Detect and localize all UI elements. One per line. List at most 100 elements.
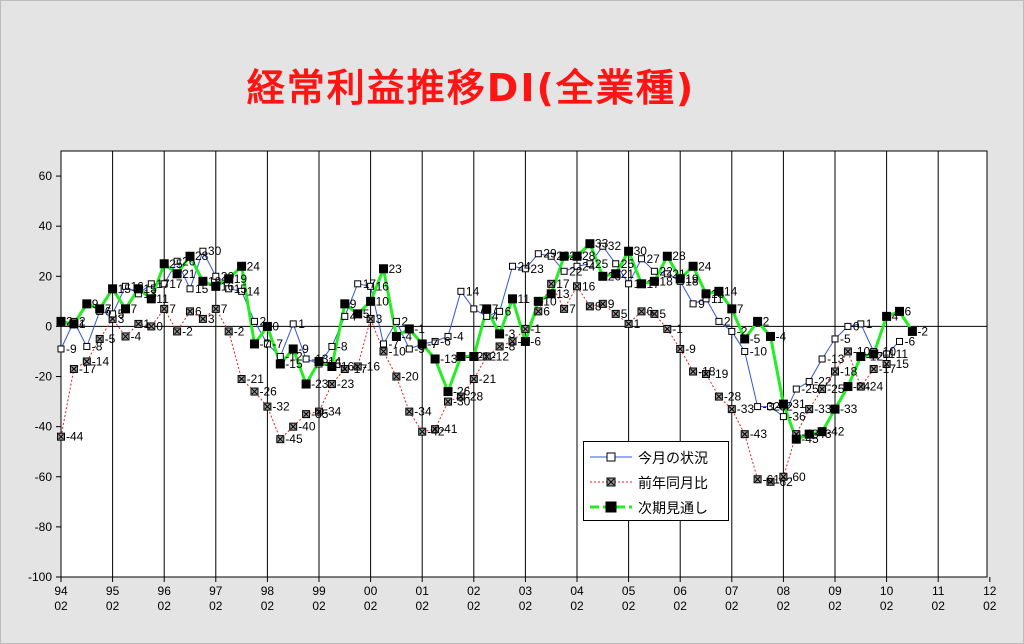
point-yoy [766,477,775,486]
point-outlook [353,309,363,319]
data-label-yoy: 6 [195,304,202,318]
point-yoy [302,410,311,419]
point-current [560,267,568,275]
point-outlook [82,299,92,309]
data-label-yoy: 9 [608,297,615,311]
data-label-outlook: -45 [801,432,819,446]
point-yoy [431,425,440,434]
data-label-current: -4 [453,329,464,343]
point-yoy [663,324,672,333]
data-label-yoy: -10 [853,344,871,358]
data-label-yoy: 3 [376,312,383,326]
data-label-outlook: -5 [750,332,761,346]
point-current [444,332,452,340]
data-label-outlook: 25 [169,257,183,271]
data-label-yoy: 0 [156,319,163,333]
data-label-current: 17 [156,277,170,291]
point-outlook [275,359,285,369]
data-label-yoy: 1 [143,317,150,331]
point-outlook [366,296,376,306]
data-label-current: 30 [208,244,222,258]
data-label-yoy: -1 [672,322,683,336]
point-yoy [650,309,659,318]
point-outlook [598,271,608,281]
data-label-outlook: 28 [582,249,596,263]
data-label-outlook: -6 [530,334,541,348]
y-tick-label: -40 [35,420,53,434]
data-label-current: 17 [169,277,183,291]
point-current [122,282,129,290]
point-current [818,355,826,363]
data-label-yoy: -23 [337,377,355,391]
x-tick-label-year: 11 [932,584,945,598]
x-tick-label-month: 02 [364,599,378,613]
data-label-current: 25 [595,257,609,271]
data-label-current: 13 [143,287,157,301]
point-current [160,280,168,288]
point-current [57,345,65,353]
data-label-outlook: 4 [892,309,899,323]
point-outlook [907,326,917,336]
data-label-current: -11 [892,347,909,361]
x-tick-label-year: 06 [674,584,688,598]
point-outlook [340,299,350,309]
data-label-outlook: 10 [376,294,390,308]
point-yoy [637,307,646,316]
point-yoy [353,362,362,371]
legend-swatch-outlook [590,501,632,513]
point-current [225,285,233,293]
data-label-outlook: -12 [866,349,884,363]
x-tick-label-year: 95 [106,584,120,598]
point-current [509,262,516,270]
data-label-outlook: -4 [776,329,787,343]
point-current [792,385,800,393]
data-label-yoy: -17 [879,362,897,376]
data-label-current: 0 [853,319,860,333]
point-outlook [637,279,646,289]
point-outlook [882,311,892,321]
point-current [212,272,220,280]
x-tick-label-month: 02 [674,599,688,613]
data-label-outlook: -4 [401,329,412,343]
point-current [109,310,117,318]
point-yoy [418,427,427,436]
data-label-current: -10 [879,344,897,358]
data-label-yoy: 7 [569,302,576,316]
point-current [380,340,387,348]
point-current [689,300,697,308]
point-yoy [869,365,878,374]
point-outlook [753,316,763,326]
point-yoy [82,357,91,366]
x-tick-label-month: 02 [622,599,636,613]
data-label-current: -32 [763,400,781,414]
data-label-current: 6 [105,304,112,318]
x-tick-label-year: 08 [777,584,791,598]
point-yoy [315,407,323,416]
point-outlook [817,427,827,437]
data-label-outlook: -33 [840,402,858,416]
data-label-outlook: -23 [311,377,329,391]
data-label-current: 5 [118,307,125,321]
data-label-current: 1 [866,317,873,331]
point-current [767,403,774,411]
x-tick-label-month: 02 [209,599,223,613]
x-tick-label-year: 96 [158,584,172,598]
data-label-yoy: -10 [389,344,407,358]
point-yoy [843,347,852,356]
x-tick-label-month: 02 [519,599,533,613]
data-label-current: 24 [582,259,596,273]
point-current [612,260,620,268]
point-outlook [778,399,788,409]
point-outlook [404,324,414,334]
data-label-current: 1 [298,317,305,331]
data-label-outlook: 11 [518,292,531,306]
x-tick-label-month: 02 [261,599,275,613]
data-label-current: -7 [389,337,400,351]
point-current [754,403,762,411]
data-label-outlook: 7 [105,302,112,316]
point-yoy [753,475,762,484]
point-current [289,320,297,328]
point-yoy [263,402,272,411]
data-label-yoy: -34 [324,405,342,419]
